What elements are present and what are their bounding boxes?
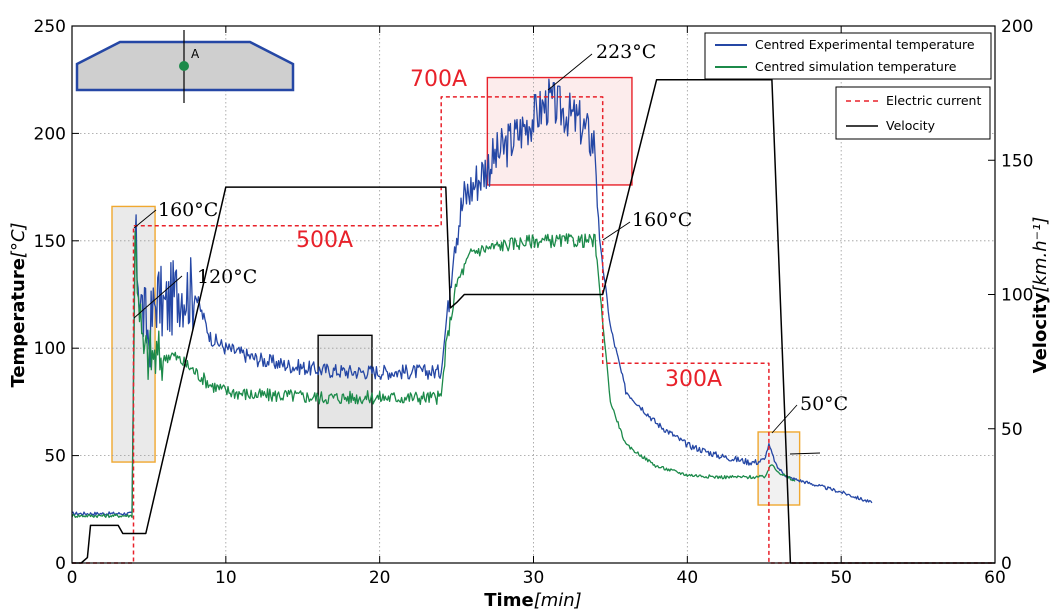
label-700a: 700A — [410, 67, 467, 92]
annotation-leader-160c-right — [602, 221, 631, 241]
series-layer — [71, 78, 995, 564]
x-tick-label: 20 — [369, 568, 391, 588]
y-left-tick-label: 150 — [34, 232, 66, 252]
legend-label-experimental: Centred Experimental temperature — [755, 37, 975, 52]
y-right-tick-label: 50 — [1001, 420, 1023, 440]
legend-box-temperature — [704, 32, 992, 80]
highlight-box-layer — [111, 76, 801, 506]
x-tick-label: 60 — [984, 568, 1006, 588]
legend-box-control — [835, 86, 991, 140]
inset-sensor-label: A — [191, 47, 200, 61]
x-axis-title: Time[min] — [484, 590, 581, 610]
annotation-leader-50c — [771, 404, 798, 434]
y-right-tick-label: 0 — [1001, 554, 1012, 574]
series-electric-current — [72, 96, 995, 564]
y-right-tick-label: 200 — [1001, 17, 1033, 37]
legend-label-current: Electric current — [886, 93, 981, 108]
sensor-position-inset: A — [75, 30, 295, 103]
annotation-50c: 50°C — [800, 393, 848, 415]
x-tick-label: 10 — [215, 568, 237, 588]
y-left-tick-label: 0 — [55, 554, 66, 574]
annotation-160c-right: 160°C — [632, 209, 692, 231]
annotation-223c: 223°C — [596, 41, 656, 63]
y-axis-title-left: Temperature[°C] — [8, 222, 29, 387]
annotation-160c-left: 160°C — [158, 199, 218, 221]
annotation-leader-223c — [547, 53, 593, 91]
inset-sensor-point — [179, 61, 189, 71]
y-axis-title-right: Velocity[km.h⁻¹] — [1030, 217, 1051, 374]
label-300a: 300A — [665, 367, 722, 392]
y-left-tick-label: 100 — [34, 339, 66, 359]
annotation-120c: 120°C — [197, 266, 257, 288]
y-left-tick-label: 50 — [44, 447, 66, 467]
series-velocity — [72, 78, 995, 564]
y-left-tick-label: 250 — [34, 17, 66, 37]
y-right-tick-label: 150 — [1001, 151, 1033, 171]
series-centred-simulation-temperature — [71, 230, 796, 519]
y-right-tick-label: 100 — [1001, 286, 1033, 306]
annotation-leader-50c-flat — [789, 452, 821, 455]
y-left-tick-label: 200 — [34, 124, 66, 144]
x-tick-label: 50 — [830, 568, 852, 588]
series-centred-experimental-temperature — [71, 78, 873, 516]
legend-label-velocity: Velocity — [886, 118, 936, 133]
highlight-box-1 — [317, 334, 373, 429]
annotation-leader-120c — [133, 275, 183, 319]
legend: Centred Experimental temperature Centred… — [704, 32, 992, 140]
x-tick-label: 40 — [677, 568, 699, 588]
x-tick-label: 0 — [67, 568, 78, 588]
label-500a: 500A — [296, 228, 353, 253]
annotation-leader-160c-left — [133, 209, 157, 229]
x-tick-label: 30 — [523, 568, 545, 588]
legend-label-simulation: Centred simulation temperature — [755, 59, 957, 74]
annotation-layer: 160°C 120°C 223°C 160°C 50°C 700A 500A 3… — [133, 41, 848, 455]
